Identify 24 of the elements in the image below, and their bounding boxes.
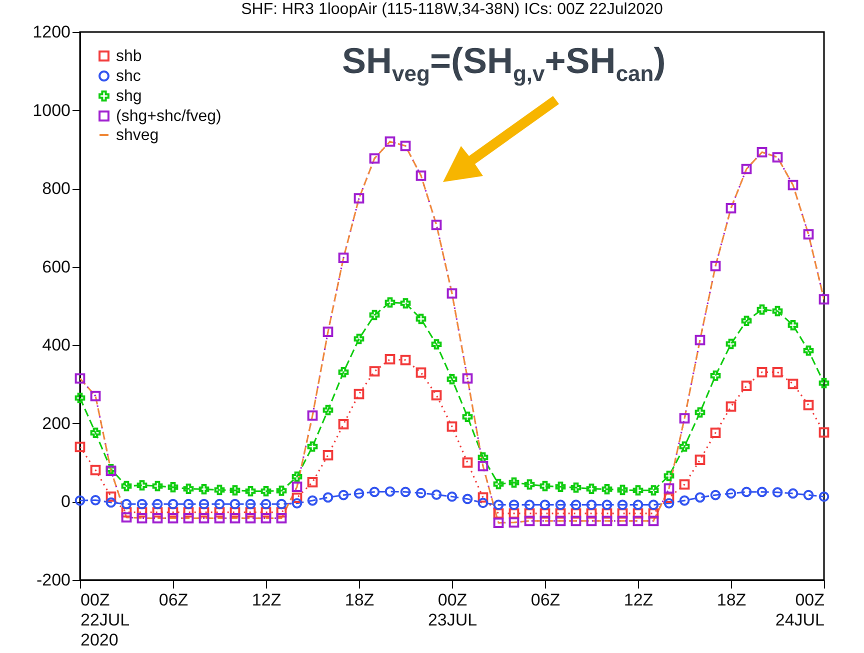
x-tick-label: 06Z xyxy=(530,590,560,610)
y-tick-label: -200 xyxy=(36,570,70,590)
y-tick-label: 1200 xyxy=(32,22,70,42)
x-tick-label: 12Z xyxy=(624,590,654,610)
y-tick-label: 200 xyxy=(42,414,70,433)
y-tick-label: 800 xyxy=(42,179,70,198)
legend-label: shg xyxy=(116,88,142,105)
y-tick-label: 400 xyxy=(42,336,70,355)
x-tick-label: 18Z xyxy=(344,590,374,610)
x-tick-label: 12Z xyxy=(252,590,282,610)
y-tick-label: 600 xyxy=(42,257,70,276)
legend-label: shveg xyxy=(116,127,159,144)
chart-title: SHF: HR3 1loopAir (115-118W,34-38N) ICs: 00Z 22Jul2020 xyxy=(241,1,664,18)
legend-label: (shg+shc/fveg) xyxy=(116,108,222,125)
y-tick-label: 1000 xyxy=(32,100,70,120)
x-tick-label: 00Z 24JUL xyxy=(775,590,824,630)
x-tick-label: 00Z 22JUL 2020 xyxy=(80,590,130,650)
x-tick-label: 06Z xyxy=(158,590,188,610)
x-tick-label: 00Z 23JUL xyxy=(428,590,478,630)
legend-label: shc xyxy=(116,68,141,85)
legend-label: shb xyxy=(116,48,142,65)
annotation: SH$_{veg}$=(SH$_{g,v}$+SH$_{can}$) xyxy=(342,40,666,88)
x-tick-label: 18Z xyxy=(716,590,746,610)
y-tick-label: 0 xyxy=(61,492,70,512)
